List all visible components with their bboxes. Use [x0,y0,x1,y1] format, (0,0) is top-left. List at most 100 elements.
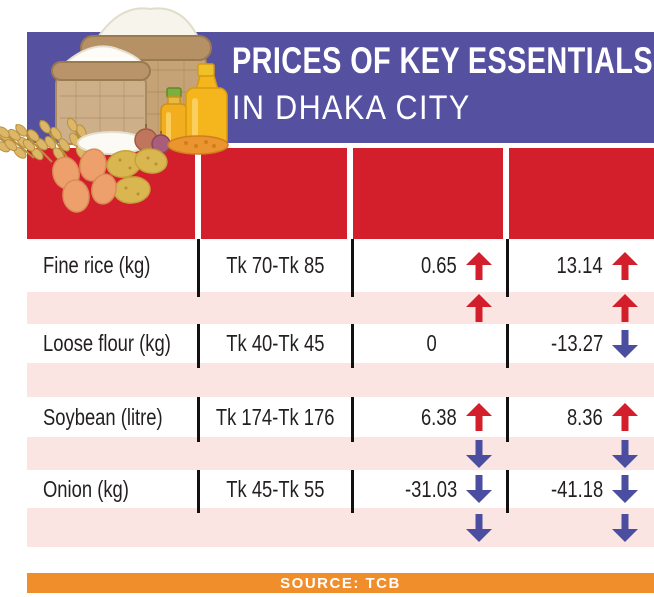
change-1-cell: -31.03 [354,470,506,508]
spacer-cell [200,363,351,397]
change-2-arrow-slot [612,366,638,394]
price-range-label: Tk 70-Tk 85 [226,252,325,278]
change-2-arrow-slot [612,513,638,542]
spacer-cell [27,437,197,470]
source-footer: SOURCE: TCB [27,573,654,593]
item-label: Fine rice (kg) [43,252,151,278]
table-row: Fine rice (kg) Tk 70-Tk 85 0.65 13.14 [27,239,654,297]
item-label: Onion (kg) [43,475,129,502]
column-divider [506,324,509,368]
change-2-arrow-slot [612,329,638,358]
prices-table: Fine rice (kg) Tk 70-Tk 85 0.65 13.14 Lo… [27,239,654,547]
change-2-value: -41.18 [550,475,603,502]
spacer-cell [200,292,351,324]
up-arrow-icon [466,251,492,280]
change-2-value: -13.27 [550,330,603,356]
table-row: Onion (kg) Tk 45-Tk 55 -31.03 -41.18 [27,470,654,513]
table-row: Soybean (litre) Tk 174-Tk 176 6.38 8.36 [27,397,654,442]
change-1-arrow-slot [466,403,492,431]
spacer-cell [27,363,197,397]
spacer-cell [27,292,197,324]
change-1-arrow-slot [466,475,492,503]
column-divider-hidden [506,508,509,547]
down-arrow-icon [612,475,638,503]
onions-illustration [134,124,171,154]
source-label: SOURCE: TCB [280,574,401,592]
column-divider [506,239,509,297]
change-1-value: 6.38 [421,403,457,430]
item-cell: Soybean (litre) [27,397,197,437]
price-range-cell: Tk 40-Tk 45 [200,324,351,363]
price-range-cell: Tk 174-Tk 176 [200,397,351,437]
item-label: Loose flour (kg) [43,330,171,356]
table-spacer-row [27,508,654,547]
change-2-arrow-slot [612,439,638,468]
column-divider [351,239,354,297]
title-block: PRICES OF KEY ESSENTIALS IN DHAKA CITY [232,42,654,125]
change-2-arrow-slot [612,475,638,503]
change-2-arrow-slot [612,294,638,322]
spacer-cell [27,508,197,547]
up-arrow-icon [466,403,492,431]
oil-bottle-illustration [160,63,228,149]
change-1-value: -31.03 [404,475,457,502]
change-2-cell [509,363,654,397]
price-range-label: Tk 174-Tk 176 [216,403,335,430]
table-spacer-row [27,363,654,397]
column-divider-hidden [351,508,354,547]
change-1-cell [354,437,506,470]
table-spacer-row [27,292,654,324]
page-title: PRICES OF KEY ESSENTIALS [232,40,653,81]
down-arrow-icon [466,439,492,468]
down-arrow-icon [466,513,492,542]
column-divider [197,470,200,513]
change-1-cell [354,292,506,324]
up-arrow-icon [612,403,638,431]
down-arrow-icon [466,475,492,503]
change-2-cell: 8.36 [509,397,654,437]
column-divider [351,397,354,442]
change-1-cell [354,363,506,397]
item-cell: Onion (kg) [27,470,197,508]
change-1-arrow-slot [466,439,492,468]
price-range-label: Tk 40-Tk 45 [226,330,325,356]
item-cell: Loose flour (kg) [27,324,197,363]
change-2-cell [509,292,654,324]
change-2-cell [509,508,654,547]
flour-sack-illustration [51,45,151,145]
change-1-cell [354,508,506,547]
change-2-cell: -41.18 [509,470,654,508]
column-divider [197,239,200,297]
column-divider [506,397,509,442]
change-1-arrow-slot [466,251,492,280]
change-2-arrow-slot [612,403,638,431]
header-cell-blank-3 [353,148,503,239]
change-1-value: 0.65 [421,252,457,278]
change-2-arrow-slot [612,251,638,280]
down-arrow-icon [612,513,638,542]
change-2-cell: 13.14 [509,239,654,292]
column-divider-hidden [506,363,509,397]
change-2-value: 13.14 [556,252,603,278]
table-row: Loose flour (kg) Tk 40-Tk 45 0 -13.27 [27,324,654,368]
lentils-illustration [167,135,229,155]
change-1-cell: 0.65 [354,239,506,292]
column-divider [351,324,354,368]
change-1-arrow-slot [466,366,492,394]
item-cell: Fine rice (kg) [27,239,197,292]
potatoes-illustration [106,148,168,204]
header-cell-blank-2 [201,148,347,239]
table-spacer-row [27,437,654,470]
up-arrow-icon [612,251,638,280]
page-subtitle: IN DHAKA CITY [232,89,471,127]
column-divider-hidden [351,363,354,397]
change-1-arrow-slot [466,294,492,322]
change-1-value: 0 [426,330,437,356]
up-arrow-icon [466,294,492,322]
up-arrow-icon [612,294,638,322]
column-divider [197,324,200,368]
down-arrow-icon [612,329,638,358]
change-2-cell: -13.27 [509,324,654,363]
column-divider [197,397,200,442]
